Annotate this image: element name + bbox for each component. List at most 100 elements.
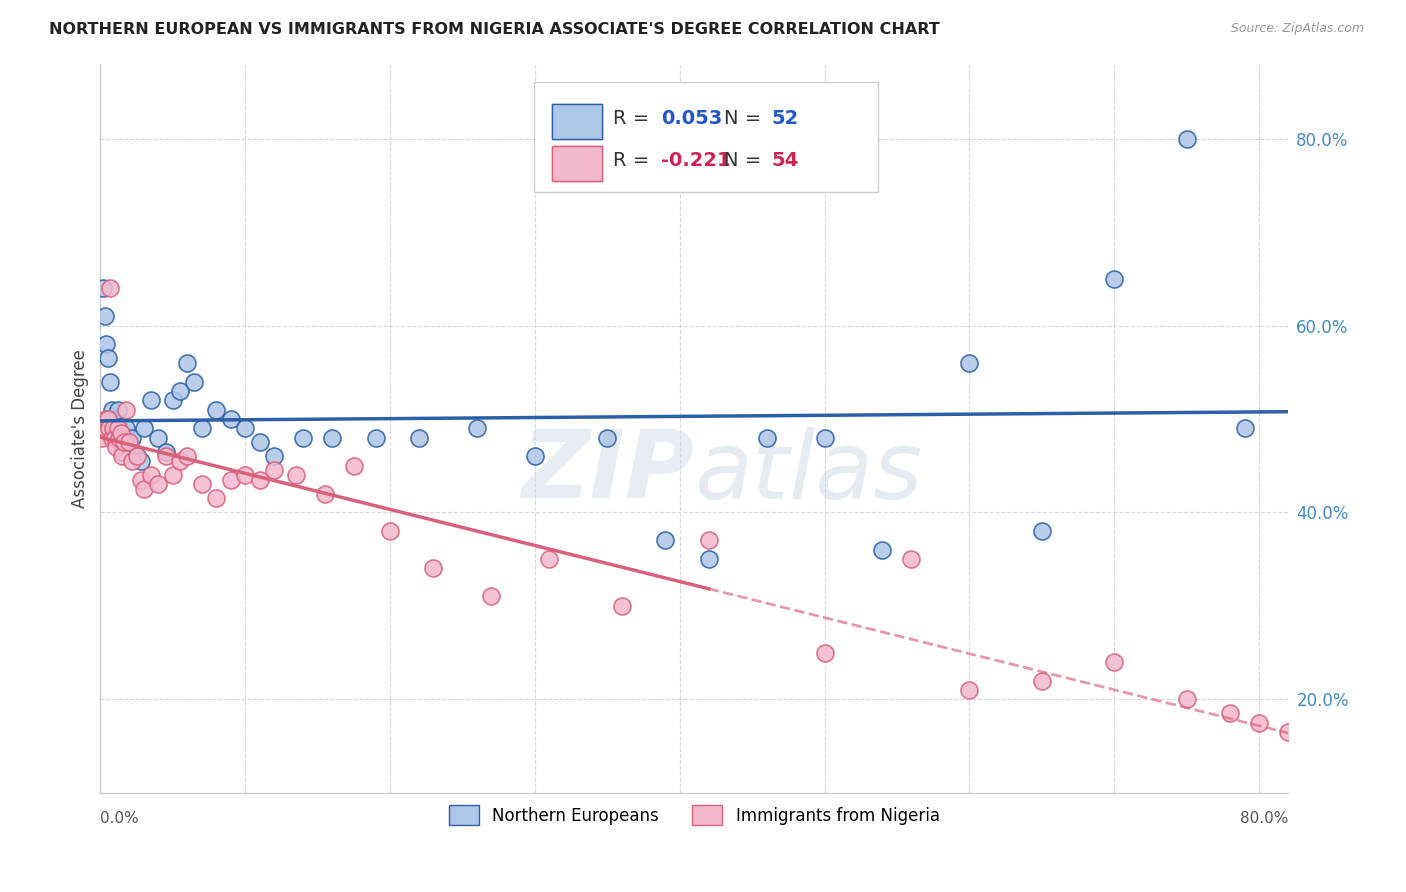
Point (538, 552, 561, 566)
Point (97, 351, 120, 366)
Point (100, 281, 122, 295)
Point (523, 450, 546, 464)
Point (183, 375, 205, 389)
Text: N =: N = (724, 152, 768, 170)
Point (813, 646, 835, 660)
Point (190, 421, 212, 435)
Point (263, 463, 285, 477)
Point (94, 337, 117, 351)
Point (957, 682, 980, 697)
Point (697, 552, 720, 566)
Point (1102, 655, 1125, 669)
Point (755, 431, 778, 445)
Point (292, 431, 315, 445)
Point (249, 435, 271, 450)
Point (90, 431, 112, 445)
Point (343, 458, 366, 473)
Point (610, 599, 633, 613)
Point (205, 402, 228, 417)
Point (108, 431, 131, 445)
Point (162, 393, 184, 408)
Point (98, 412, 121, 426)
Point (129, 473, 152, 487)
Point (121, 431, 143, 445)
Point (132, 482, 155, 496)
Point (1233, 421, 1256, 435)
Point (872, 542, 894, 557)
Point (91, 421, 114, 435)
Point (112, 431, 135, 445)
Point (93, 310, 115, 324)
Text: 0.0%: 0.0% (100, 811, 139, 826)
Point (148, 477, 170, 491)
Text: 54: 54 (772, 152, 799, 170)
Point (103, 421, 125, 435)
Point (1277, 725, 1299, 739)
Point (654, 533, 676, 548)
Point (111, 450, 134, 464)
Y-axis label: Associate's Degree: Associate's Degree (72, 349, 89, 508)
Point (118, 435, 141, 450)
Point (103, 412, 125, 426)
Point (129, 454, 152, 468)
Text: NORTHERN EUROPEAN VS IMMIGRANTS FROM NIGERIA ASSOCIATE'S DEGREE CORRELATION CHAR: NORTHERN EUROPEAN VS IMMIGRANTS FROM NIG… (49, 22, 941, 37)
Point (219, 412, 242, 426)
Point (110, 431, 132, 445)
Point (107, 421, 129, 435)
Point (90, 421, 112, 435)
Point (481, 590, 503, 604)
Point (162, 468, 184, 483)
Point (125, 450, 148, 464)
Point (169, 454, 191, 468)
Point (104, 421, 127, 435)
Point (121, 454, 143, 468)
Point (115, 402, 138, 417)
Point (219, 473, 242, 487)
Point (1031, 673, 1053, 688)
Point (1306, 734, 1329, 748)
Text: N =: N = (724, 109, 768, 128)
Point (1175, 692, 1198, 706)
Point (107, 402, 129, 417)
Point (233, 421, 256, 435)
Point (249, 473, 271, 487)
Point (105, 421, 128, 435)
Point (1031, 524, 1053, 538)
Point (105, 440, 128, 454)
Point (98, 421, 121, 435)
Point (176, 450, 198, 464)
Point (813, 431, 835, 445)
Point (97, 412, 120, 426)
Point (1334, 744, 1357, 758)
FancyBboxPatch shape (551, 145, 602, 181)
Text: -0.221: -0.221 (661, 152, 731, 170)
Point (176, 356, 198, 370)
Text: 0.053: 0.053 (661, 109, 723, 128)
Point (118, 435, 141, 450)
Point (101, 431, 124, 445)
Text: Source: ZipAtlas.com: Source: ZipAtlas.com (1230, 22, 1364, 36)
Text: 52: 52 (772, 109, 799, 128)
Point (169, 384, 191, 398)
Text: R =: R = (613, 109, 657, 128)
FancyBboxPatch shape (534, 82, 879, 192)
Point (100, 375, 122, 389)
Point (93, 421, 115, 435)
Legend: Northern Europeans, Immigrants from Nigeria: Northern Europeans, Immigrants from Nige… (439, 795, 949, 835)
Point (139, 468, 162, 483)
Point (190, 477, 212, 491)
Point (205, 491, 228, 506)
Point (465, 421, 488, 435)
Point (314, 487, 336, 501)
Point (900, 552, 922, 566)
Point (422, 561, 444, 575)
Point (1175, 132, 1198, 146)
Point (155, 450, 177, 464)
Point (111, 444, 134, 458)
Point (697, 533, 720, 548)
Point (94, 412, 117, 426)
Text: R =: R = (613, 152, 657, 170)
Point (139, 393, 162, 408)
Point (378, 524, 401, 538)
Point (596, 431, 619, 445)
